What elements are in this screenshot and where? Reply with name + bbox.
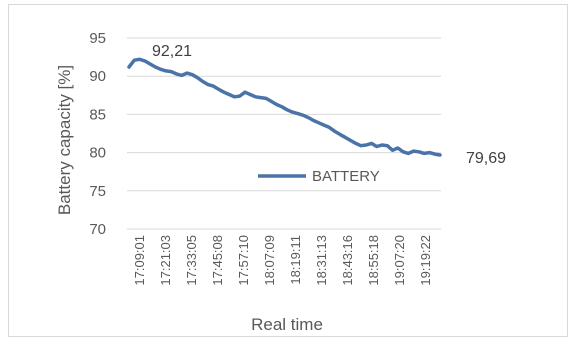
y-tick-label: 95 xyxy=(89,30,106,47)
chart-frame xyxy=(8,4,568,337)
gridlines xyxy=(127,37,441,230)
y-tick-label: 80 xyxy=(89,145,106,162)
legend-label-battery: BATTERY xyxy=(312,168,380,185)
legend: BATTERY xyxy=(258,168,380,185)
y-tick-label: 85 xyxy=(89,106,106,123)
x-tick-label: 18:55:18 xyxy=(366,235,381,286)
x-tick-label: 19:19:22 xyxy=(418,235,433,286)
y-tick-label: 90 xyxy=(89,68,106,85)
data-label-last: 79,69 xyxy=(466,150,506,167)
y-axis-title: Battery capacity [%] xyxy=(55,65,74,215)
x-tick-label: 18:19:11 xyxy=(288,235,303,285)
x-tick-label: 19:07:20 xyxy=(392,235,407,286)
x-tick-label: 17:33:05 xyxy=(184,235,199,286)
x-axis-title: Real time xyxy=(251,315,323,334)
x-tick-label: 17:57:10 xyxy=(236,235,251,286)
data-label-max: 92,21 xyxy=(152,43,192,60)
series-line-battery xyxy=(127,57,442,157)
x-tick-label: 17:09:01 xyxy=(132,235,147,286)
x-tick-label: 17:21:03 xyxy=(158,235,173,286)
x-tick-labels: 17:09:01 17:21:03 17:33:05 17:45:08 17:57:10… xyxy=(132,235,433,286)
x-tick-label: 18:07:09 xyxy=(262,235,277,286)
y-tick-label: 70 xyxy=(89,221,106,238)
y-tick-label: 75 xyxy=(89,183,106,200)
x-tick-label: 17:45:08 xyxy=(210,235,225,286)
y-tick-labels: 70 75 80 85 90 95 xyxy=(89,30,106,238)
x-tick-label: 18:43:16 xyxy=(340,235,355,286)
x-tick-label: 18:31:13 xyxy=(314,235,329,286)
